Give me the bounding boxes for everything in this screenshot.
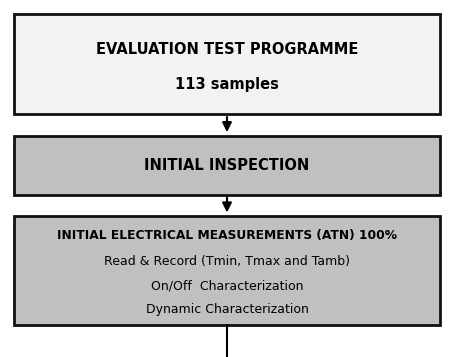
Text: INITIAL INSPECTION: INITIAL INSPECTION [144, 157, 310, 173]
FancyBboxPatch shape [14, 14, 440, 114]
Text: INITIAL ELECTRICAL MEASUREMENTS (ATN) 100%: INITIAL ELECTRICAL MEASUREMENTS (ATN) 10… [57, 229, 397, 242]
Text: 113 samples: 113 samples [175, 77, 279, 92]
Text: Dynamic Characterization: Dynamic Characterization [146, 303, 308, 316]
Text: On/Off  Characterization: On/Off Characterization [151, 279, 303, 292]
FancyBboxPatch shape [14, 136, 440, 195]
Text: EVALUATION TEST PROGRAMME: EVALUATION TEST PROGRAMME [96, 42, 358, 57]
Text: Read & Record (Tmin, Tmax and Tamb): Read & Record (Tmin, Tmax and Tamb) [104, 255, 350, 268]
FancyBboxPatch shape [14, 216, 440, 325]
